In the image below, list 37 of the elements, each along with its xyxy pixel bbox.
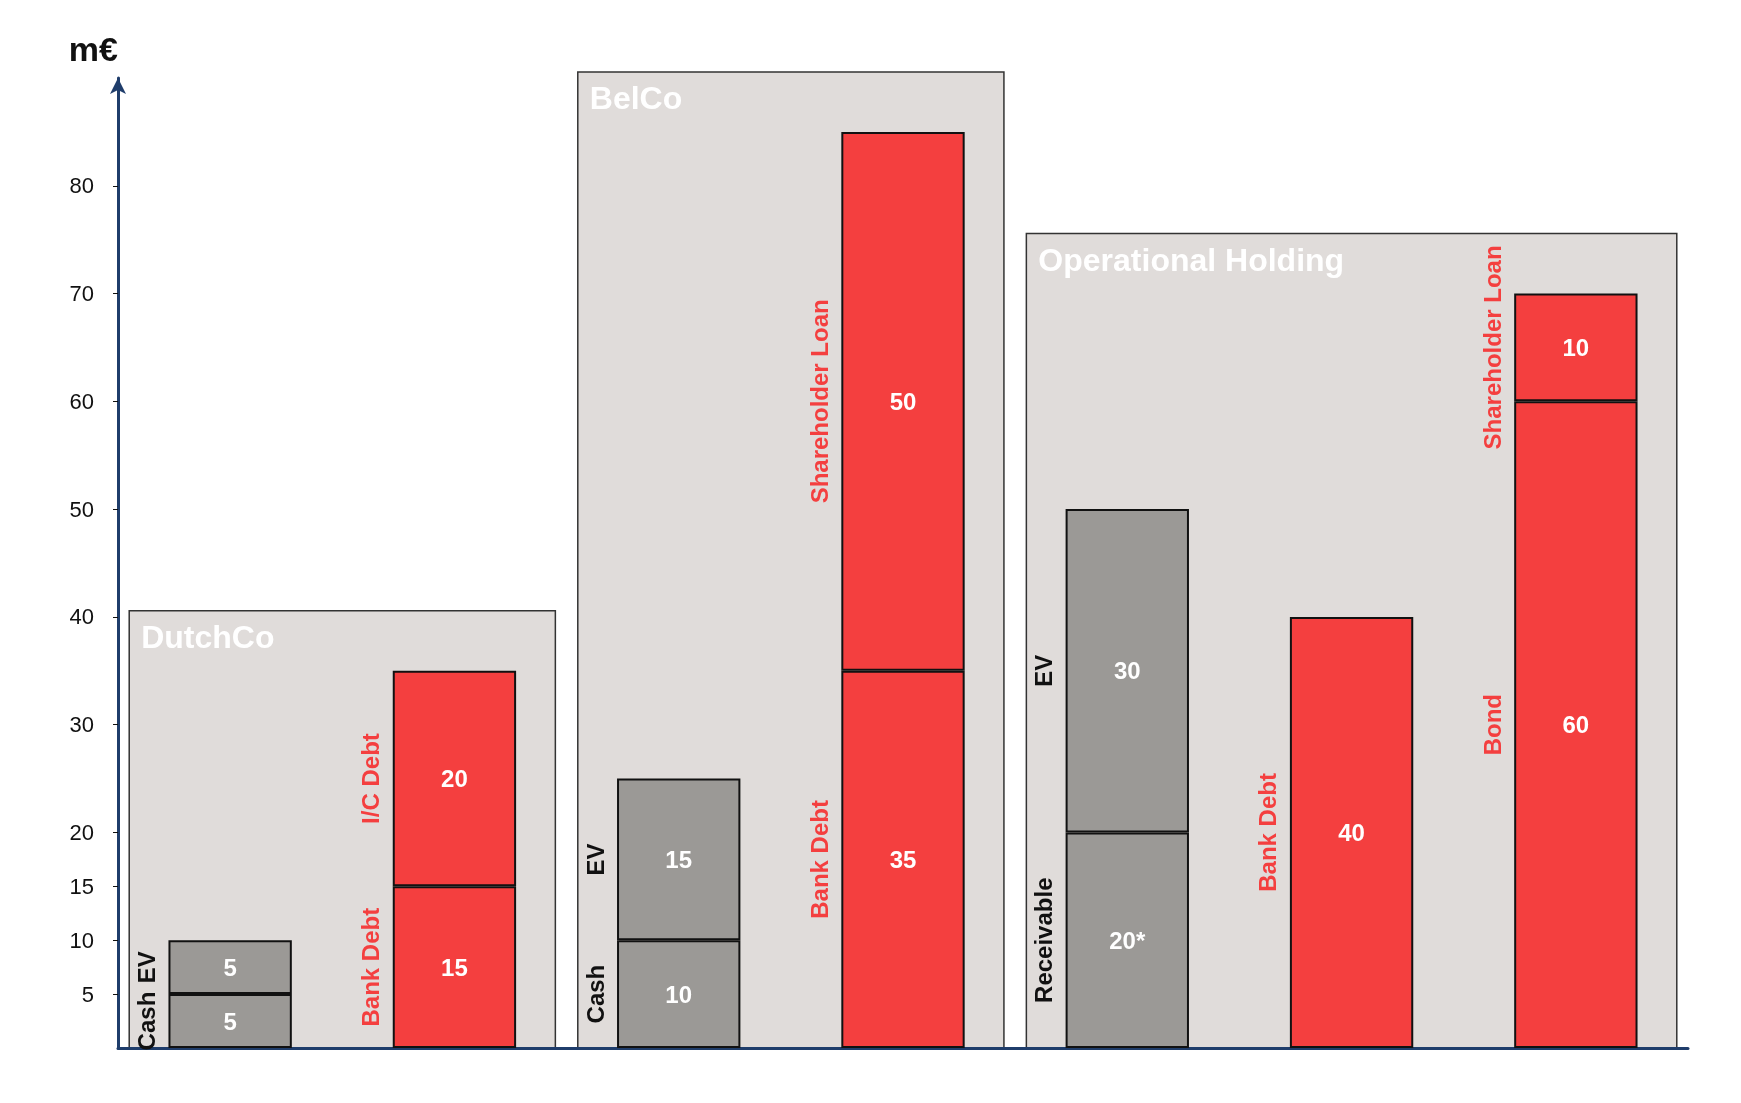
y-tick-label: 40 — [69, 604, 94, 630]
y-axis-title: m€ — [68, 30, 119, 68]
text: Bank Debt — [357, 907, 385, 1027]
text: I/C Debt — [357, 733, 385, 824]
data-label: 15 — [441, 953, 468, 981]
y-tick-label: 70 — [69, 281, 94, 307]
y-tick-label: 5 — [81, 981, 94, 1007]
data-label: 20 — [441, 765, 468, 793]
data-label: 50 — [889, 387, 917, 415]
text: Receivable — [1030, 877, 1058, 1003]
y-tick-label: 10 — [69, 927, 94, 953]
data-label: 30 — [1113, 657, 1141, 685]
data-label: 40 — [1338, 818, 1365, 846]
data-label: 60 — [1562, 711, 1590, 739]
data-label: 35 — [889, 845, 917, 873]
data-label: 5 — [223, 953, 237, 981]
y-tick-label: 15 — [69, 873, 94, 899]
text: EV — [1030, 654, 1058, 687]
y-tick-label: 30 — [69, 712, 94, 738]
text: Cash — [581, 964, 609, 1024]
data-label: 10 — [665, 980, 693, 1008]
text: EV — [132, 951, 160, 984]
y-tick-label: 50 — [69, 496, 94, 522]
y-tick-label: 80 — [69, 173, 94, 199]
text: EV — [581, 843, 609, 876]
y-tick-label: 60 — [69, 388, 94, 414]
data-label: 15 — [665, 845, 693, 873]
data-label: 5 — [223, 1007, 237, 1035]
text: Bond — [1478, 694, 1506, 756]
data-label: 20* — [1109, 926, 1146, 954]
text: Bank Debt — [805, 800, 833, 919]
text: Bank Debt — [1254, 773, 1282, 892]
text: Shareholder Loan — [805, 299, 833, 504]
y-tick-label: 20 — [69, 819, 94, 845]
text: Cash — [132, 991, 160, 1051]
data-label: 10 — [1562, 333, 1590, 361]
text: Shareholder Loan — [1478, 245, 1506, 450]
